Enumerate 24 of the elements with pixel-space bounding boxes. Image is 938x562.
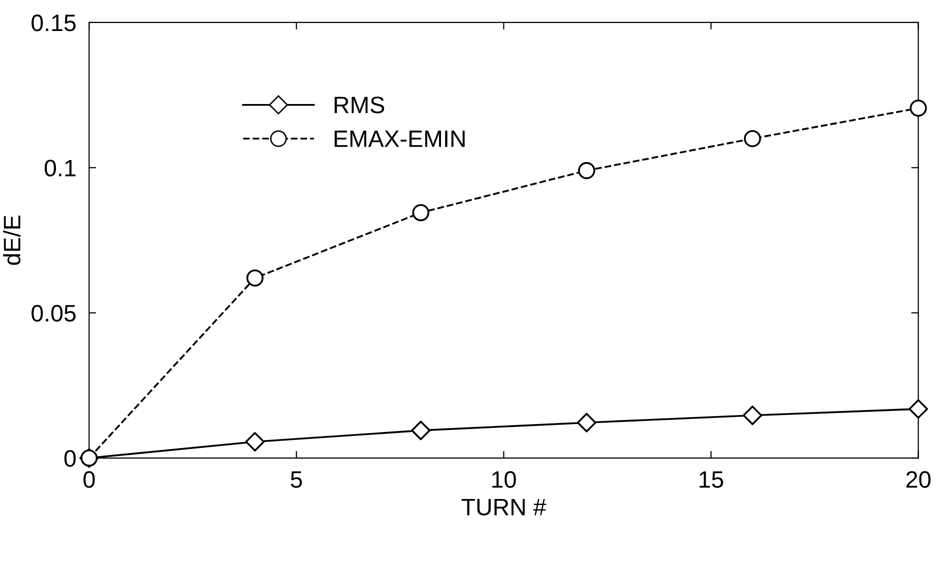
point <box>742 406 762 426</box>
x-axis-title: TURN # <box>462 498 546 516</box>
point <box>578 162 596 180</box>
y-axis-title: dE/E <box>3 216 20 265</box>
y-tick-label: 0.1 <box>44 160 76 176</box>
legend-label: RMS <box>334 96 384 114</box>
point <box>412 204 430 222</box>
point <box>576 412 596 432</box>
point <box>245 432 265 452</box>
x-tick-label: 15 <box>700 471 724 488</box>
x-tick-label: 0 <box>83 471 95 488</box>
point <box>411 420 431 440</box>
point <box>246 269 264 287</box>
point <box>908 399 928 419</box>
x-tick-label: 20 <box>906 471 931 488</box>
y-tick-label: 0 <box>64 450 76 467</box>
legend-label: EMAX-EMIN <box>334 130 465 147</box>
y-tick-label: 0.15 <box>32 14 76 32</box>
point <box>910 100 927 117</box>
point <box>80 449 98 467</box>
point <box>744 130 762 148</box>
y-tick-label: 0.05 <box>32 304 76 322</box>
x-tick-label: 10 <box>492 471 516 488</box>
x-tick-label: 5 <box>290 471 302 488</box>
